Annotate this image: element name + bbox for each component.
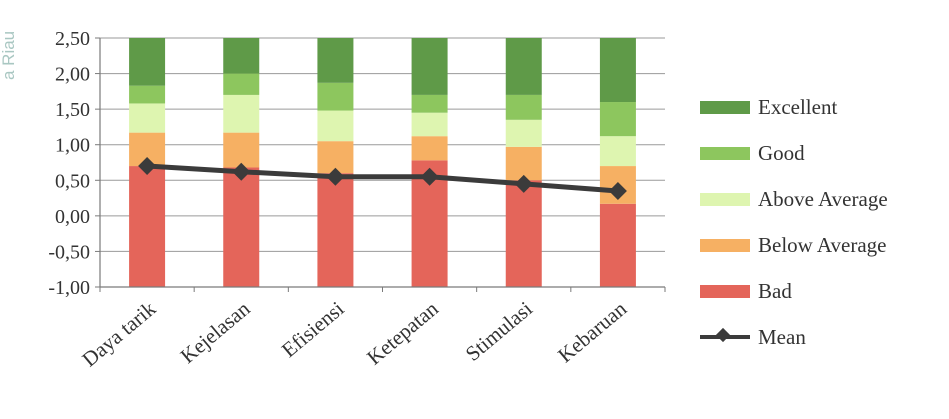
legend: Excellent Good Above Average Below Avera…	[700, 84, 945, 360]
mean-line	[146, 163, 619, 194]
mean-point	[138, 157, 157, 176]
legend-label-above-average: Above Average	[758, 186, 888, 211]
bar-segment-excellent	[505, 38, 542, 95]
bar-segment-excellent	[317, 38, 354, 83]
bar-segment-bad	[129, 166, 166, 287]
bar-segment-good	[505, 94, 542, 120]
mean-series	[138, 157, 627, 200]
bar-segment-below-average	[223, 132, 260, 168]
legend-item-mean: Mean	[700, 314, 945, 360]
legend-label-bad: Bad	[758, 278, 792, 303]
bar-segment-excellent	[599, 38, 636, 103]
y-tick-label: -0,50	[48, 241, 90, 263]
y-tick-label: 1,50	[55, 99, 90, 121]
legend-swatch-above-average	[700, 192, 750, 206]
y-tick-label: -1,00	[48, 277, 90, 299]
bar-segment-bad	[599, 203, 636, 287]
mean-point	[608, 181, 627, 200]
y-tick-labels: 2,50 2,00 1,50 1,00 0,50 0,00 -0,50 -1,00	[48, 28, 90, 299]
bar-segment-above-average	[223, 94, 260, 133]
x-tick-label: Stimulasi	[461, 296, 537, 365]
x-tick-label: Daya tarik	[77, 296, 160, 371]
bar-segment-good	[317, 82, 354, 111]
mean-point	[326, 167, 345, 186]
y-tick-label: 2,50	[55, 28, 90, 50]
bar-segment-above-average	[129, 103, 166, 133]
legend-swatch-excellent	[700, 100, 750, 114]
x-tick-labels: Daya tarik Kejelasan Efisiensi Ketepatan Sti…	[77, 296, 631, 371]
bar-segment-bad	[223, 167, 260, 287]
legend-item-below-average: Below Average	[700, 222, 945, 268]
bar-segment-good	[411, 94, 448, 113]
x-tick-label: Efisiensi	[277, 296, 349, 362]
mean-point	[514, 174, 533, 193]
bar-segment-excellent	[411, 38, 448, 95]
bar-segment-excellent	[223, 38, 260, 74]
diamond-marker-icon	[715, 327, 731, 343]
watermark: a Riau	[0, 31, 18, 80]
legend-label-excellent: Excellent	[758, 94, 838, 119]
bar-segment-above-average	[599, 136, 636, 167]
x-tick-label: Ketepatan	[362, 296, 443, 369]
bar-segment-above-average	[505, 119, 542, 147]
y-tick-label: 0,00	[55, 206, 90, 228]
bar-segment-below-average	[505, 146, 542, 181]
bar-segment-good	[129, 85, 166, 104]
legend-line-mean	[700, 326, 750, 348]
legend-label-below-average: Below Average	[758, 232, 887, 257]
legend-label-mean: Mean	[758, 324, 806, 349]
bar-segment-good	[599, 102, 636, 137]
mean-point	[420, 167, 439, 186]
axes	[95, 37, 666, 292]
y-tick-label: 2,00	[55, 64, 90, 86]
legend-swatch-bad	[700, 284, 750, 298]
bar-segment-bad	[317, 173, 354, 287]
bar-segment-above-average	[411, 112, 448, 137]
legend-label-good: Good	[758, 140, 805, 165]
legend-swatch-good	[700, 146, 750, 160]
legend-item-above-average: Above Average	[700, 176, 945, 222]
gridlines	[100, 37, 665, 288]
legend-item-bad: Bad	[700, 268, 945, 314]
y-tick-label: 1,00	[55, 135, 90, 157]
x-tick-label: Kebaruan	[553, 296, 631, 367]
legend-item-good: Good	[700, 130, 945, 176]
bar-segment-bad	[505, 180, 542, 287]
y-tick-label: 0,50	[55, 170, 90, 192]
bar-segment-below-average	[411, 136, 448, 161]
mean-point	[232, 162, 251, 181]
watermark-text: a Riau	[0, 31, 18, 80]
bar-segment-above-average	[317, 110, 354, 142]
legend-swatch-below-average	[700, 238, 750, 252]
x-tick-label: Kejelasan	[176, 296, 255, 368]
legend-item-excellent: Excellent	[700, 84, 945, 130]
bar-segment-good	[223, 73, 260, 95]
bar-segment-excellent	[129, 38, 166, 86]
stacked-bars	[129, 38, 636, 287]
